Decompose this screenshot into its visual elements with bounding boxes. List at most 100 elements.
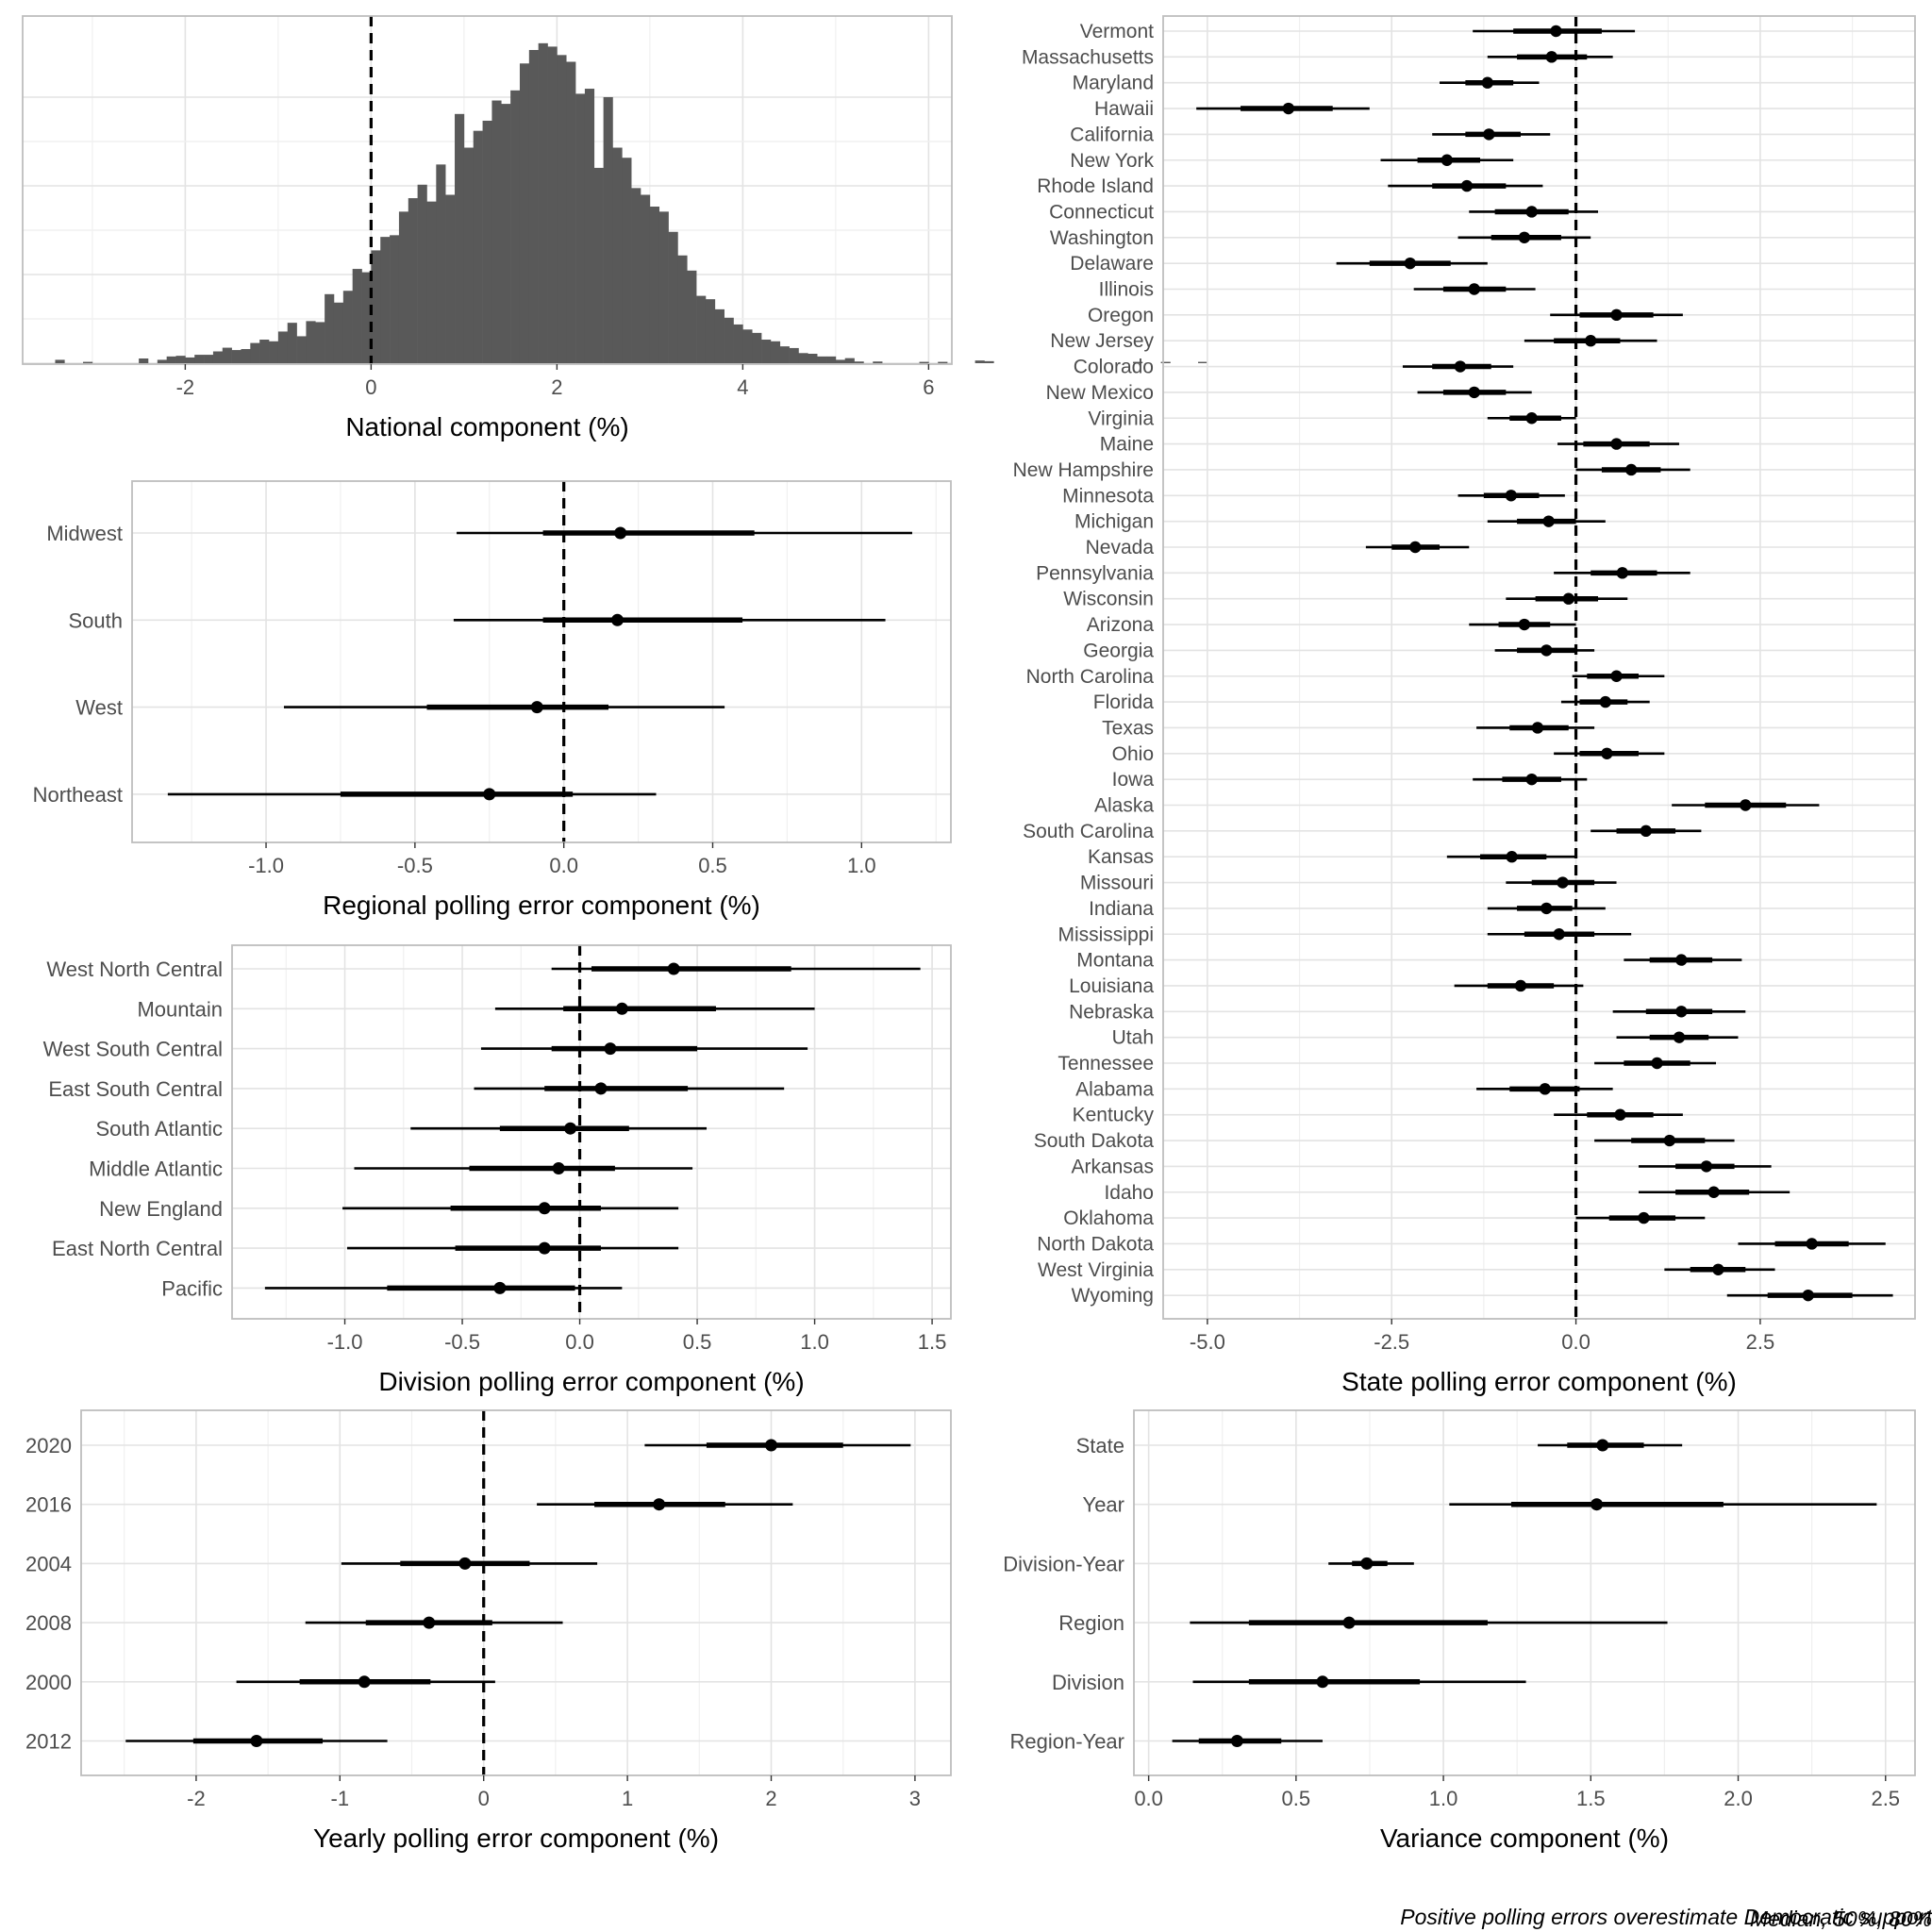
state-median-point	[1616, 567, 1628, 579]
histogram-bar	[361, 272, 372, 363]
state-median-point	[1550, 25, 1562, 38]
state-median-point	[1506, 851, 1518, 863]
regional-median-point	[610, 613, 624, 626]
state-category-label: Wyoming	[1072, 1285, 1154, 1307]
histogram-bar	[808, 354, 818, 363]
division-xtick-label: 1.5	[918, 1330, 947, 1354]
national-xtick-label: 4	[737, 375, 748, 399]
state-category-label: Kansas	[1088, 846, 1154, 868]
histogram-bar	[528, 49, 539, 364]
state-panel: Vermont Massachusetts Maryland Hawaii Califo…	[1013, 15, 1916, 1396]
histogram-bar	[352, 269, 362, 363]
state-panel-border	[1162, 15, 1916, 1320]
variance-median-point	[1596, 1439, 1609, 1452]
division-category-label: New England	[99, 1197, 223, 1221]
histogram-bar	[641, 194, 651, 363]
state-median-point	[1707, 1186, 1720, 1198]
histogram-bar	[426, 201, 437, 363]
yearly-category-label: 2008	[25, 1611, 72, 1635]
state-median-point	[1542, 515, 1555, 527]
histogram-bar	[194, 355, 205, 363]
state-median-point	[1675, 954, 1688, 966]
state-category-label: Hawaii	[1094, 98, 1154, 120]
histogram-bar	[761, 340, 772, 363]
variance-median-point	[1342, 1616, 1356, 1629]
histogram-bar	[380, 237, 391, 363]
yearly-category-label: 2020	[25, 1434, 72, 1457]
state-median-point	[1454, 360, 1467, 373]
variance-xlabel: Variance component (%)	[1380, 1824, 1669, 1853]
national-panel-border	[22, 15, 953, 365]
histogram-bar	[779, 346, 790, 363]
histogram-bar	[724, 317, 734, 363]
histogram-bar	[677, 255, 688, 363]
state-median-point	[1640, 824, 1652, 838]
state-median-point	[1740, 799, 1752, 811]
state-median-point	[1518, 618, 1531, 631]
yearly-median-point	[423, 1616, 436, 1629]
state-category-label: Iowa	[1112, 769, 1155, 791]
state-category-label: North Dakota	[1037, 1233, 1154, 1255]
variance-xtick-label: 1.5	[1576, 1787, 1606, 1810]
division-median-point	[667, 962, 680, 975]
histogram-bar	[826, 356, 837, 363]
yearly-median-point	[458, 1557, 472, 1570]
histogram-bar	[231, 350, 242, 363]
state-median-point	[1531, 722, 1544, 734]
national-xtick-label: 2	[551, 375, 562, 399]
yearly-panel: 2020 2016 2004 2008 2000 2012 -2 -1 0 1 2 3 Yearly p…	[25, 1409, 952, 1853]
histogram-bar	[575, 93, 586, 364]
variance-xtick-label: 1.0	[1429, 1787, 1458, 1810]
state-category-label: Minnesota	[1062, 485, 1154, 507]
variance-category-label: Year	[1083, 1493, 1124, 1517]
state-category-label: Ohio	[1112, 743, 1154, 765]
histogram-bar	[919, 361, 929, 363]
state-category-label: Montana	[1076, 950, 1154, 972]
variance-median-point	[1316, 1675, 1329, 1689]
histogram-bar	[789, 347, 799, 363]
variance-category-label: Division-Year	[1003, 1552, 1124, 1575]
variance-category-label: Division	[1052, 1671, 1124, 1694]
yearly-xlabel: Yearly polling error component (%)	[313, 1824, 719, 1853]
state-category-label: Tennessee	[1058, 1053, 1154, 1074]
state-category-label: Alaska	[1094, 795, 1154, 817]
division-xtick-label: 0.0	[565, 1330, 594, 1354]
state-category-label: Illinois	[1099, 279, 1154, 301]
yearly-median-point	[358, 1675, 371, 1689]
division-median-point	[604, 1042, 617, 1056]
state-category-label: Georgia	[1083, 640, 1154, 661]
histogram-bar	[873, 361, 883, 363]
state-median-point	[1541, 644, 1553, 657]
state-median-point	[1638, 1211, 1650, 1224]
yearly-panel-border	[80, 1409, 952, 1776]
state-median-point	[1282, 102, 1295, 115]
histogram-bar	[1198, 361, 1208, 363]
state-category-label: Texas	[1102, 717, 1154, 739]
state-median-point	[1539, 1083, 1551, 1095]
histogram-bar	[277, 331, 289, 363]
division-category-label: East South Central	[48, 1077, 223, 1101]
variance-category-label: State	[1076, 1434, 1124, 1457]
state-median-point	[1610, 308, 1623, 322]
histogram-bar	[83, 361, 93, 363]
state-median-point	[1651, 1057, 1663, 1070]
state-category-label: Delaware	[1070, 253, 1154, 275]
histogram-bar	[222, 347, 232, 363]
histogram-bar	[984, 360, 994, 363]
state-category-label: Oregon	[1088, 305, 1154, 326]
state-median-point	[1505, 490, 1518, 502]
histogram-bar	[417, 184, 427, 363]
histogram-bar	[333, 302, 344, 363]
variance-median-point	[1230, 1735, 1243, 1747]
division-median-point	[552, 1162, 565, 1174]
histogram-bar	[185, 357, 195, 363]
histogram-bar	[408, 198, 418, 363]
state-category-label: Virginia	[1088, 408, 1154, 429]
variance-xtick-label: 0.0	[1134, 1787, 1163, 1810]
histogram-bar	[436, 164, 446, 363]
division-median-point	[538, 1202, 551, 1215]
histogram-bar	[557, 55, 567, 363]
state-median-point	[1468, 283, 1480, 295]
variance-category-label: Region-Year	[1010, 1730, 1125, 1754]
